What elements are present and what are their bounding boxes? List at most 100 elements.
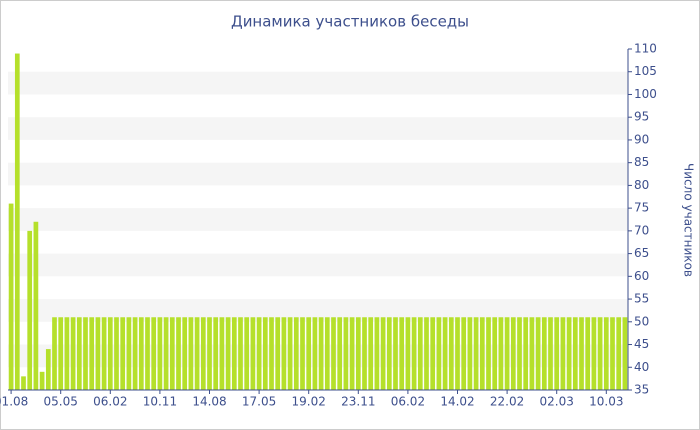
bar: [610, 317, 615, 390]
bar: [238, 317, 243, 390]
bar: [405, 317, 411, 390]
bar: [300, 317, 305, 390]
bar: [231, 317, 237, 390]
bar: [64, 317, 70, 390]
bar: [33, 221, 39, 390]
y-tick-label: 55: [634, 292, 649, 306]
y-tick-label: 70: [634, 223, 649, 237]
bar: [287, 317, 293, 390]
grid-band: [8, 117, 628, 140]
bar: [430, 317, 436, 390]
bar: [616, 317, 622, 390]
bar: [157, 317, 163, 390]
y-tick-label: 45: [634, 337, 649, 351]
bar: [21, 376, 26, 390]
bar: [269, 317, 274, 390]
bar: [138, 317, 144, 390]
bar: [188, 317, 194, 390]
y-tick-label: 95: [634, 110, 649, 124]
bar: [27, 230, 33, 390]
bar: [479, 317, 485, 390]
x-tick-label: 14.02: [440, 395, 474, 409]
bar: [101, 317, 107, 390]
bar: [8, 203, 14, 390]
bar: [585, 317, 591, 390]
y-tick-label: 85: [634, 155, 649, 169]
bar: [523, 317, 529, 390]
y-tick-label: 100: [634, 87, 657, 101]
bar: [151, 317, 157, 390]
bar: [535, 317, 541, 390]
bar: [337, 317, 343, 390]
grid-band: [8, 208, 628, 231]
bar: [448, 317, 454, 390]
x-tick-label: 06.02: [391, 395, 425, 409]
x-tick-label: 22.02: [490, 395, 524, 409]
bar: [107, 317, 113, 390]
x-tick-label: 17.05: [242, 395, 276, 409]
grid-band: [8, 344, 628, 368]
bar: [176, 317, 181, 390]
bar: [517, 317, 522, 390]
bar: [194, 317, 200, 390]
bar: [355, 317, 361, 390]
bar: [219, 317, 225, 390]
bar: [504, 317, 510, 390]
bar: [262, 317, 268, 390]
x-tick-label: 02.03: [540, 395, 574, 409]
x-tick-label: 23.11: [341, 395, 375, 409]
bar: [250, 317, 256, 390]
bar: [374, 317, 380, 390]
bar: [76, 317, 82, 390]
bar: [380, 317, 386, 390]
bar: [603, 317, 609, 390]
x-tick-label: 14.08: [192, 395, 226, 409]
bar: [213, 317, 219, 390]
bar: [461, 317, 467, 390]
bar: [467, 317, 473, 390]
x-tick-label: 05.05: [44, 395, 78, 409]
bar: [343, 317, 349, 390]
bar: [182, 317, 188, 390]
bar: [225, 317, 231, 390]
y-tick-label: 105: [634, 64, 657, 78]
bar: [306, 317, 312, 390]
bar: [70, 317, 76, 390]
y-tick-label: 90: [634, 132, 649, 146]
bar: [399, 317, 405, 390]
bar: [89, 317, 95, 390]
y-tick-label: 75: [634, 201, 649, 215]
bar: [548, 317, 553, 390]
bar: [442, 317, 448, 390]
bar: [207, 317, 212, 390]
bar: [362, 317, 367, 390]
bar: [331, 317, 336, 390]
x-tick-label: 10.03: [589, 395, 623, 409]
bar: [455, 317, 460, 390]
bar: [492, 317, 498, 390]
bar: [39, 371, 45, 390]
x-tick-label: 10.11: [143, 395, 177, 409]
bar: [510, 317, 516, 390]
bar: [58, 317, 64, 390]
bar: [169, 317, 175, 390]
bar: [386, 317, 392, 390]
bar: [436, 317, 442, 390]
bar: [132, 317, 138, 390]
bar: [424, 317, 429, 390]
grid-band: [8, 253, 628, 277]
x-tick-label: 19.02: [292, 395, 326, 409]
y-tick-label: 60: [634, 269, 649, 283]
bar: [120, 317, 126, 390]
y-tick-label: 110: [634, 42, 657, 56]
bar: [554, 317, 560, 390]
grid-band: [8, 162, 628, 186]
bar: [541, 317, 547, 390]
bar: [52, 317, 57, 390]
bar: [145, 317, 150, 390]
y-tick-label: 40: [634, 360, 649, 374]
bar: [591, 317, 597, 390]
bar: [411, 317, 417, 390]
bar: [368, 317, 374, 390]
y-tick-label: 65: [634, 246, 649, 260]
